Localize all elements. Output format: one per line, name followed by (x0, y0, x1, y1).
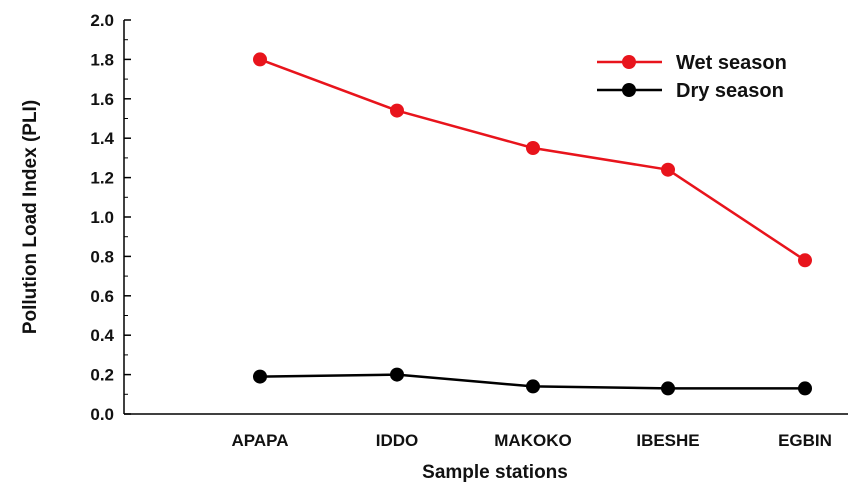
dry-season-point (390, 367, 404, 382)
x-tick-label: IDDO (376, 431, 419, 450)
wet-season-point (253, 52, 267, 67)
y-tick-label: 1.2 (90, 169, 114, 188)
x-tick-label: MAKOKO (494, 431, 571, 450)
x-tick-label: APAPA (232, 431, 289, 450)
y-tick-label: 0.8 (90, 247, 114, 266)
dry-season-point (253, 369, 267, 384)
wet-season-point (390, 103, 404, 118)
y-tick-label: 1.4 (90, 129, 114, 148)
legend-marker-wet-season (622, 55, 636, 69)
dry-season-point (661, 381, 675, 396)
legend-marker-dry-season (622, 83, 636, 97)
y-tick-label: 2.0 (90, 11, 114, 30)
y-tick-label: 1.8 (90, 50, 114, 69)
y-tick-label: 1.6 (90, 90, 114, 109)
y-axis-title: Pollution Load Index (PLI) (20, 100, 41, 334)
x-axis-title: Sample stations (422, 462, 568, 483)
y-tick-label: 1.0 (90, 208, 114, 227)
dry-season-point (798, 381, 812, 396)
legend-label-wet-season: Wet season (676, 52, 787, 74)
wet-season-point (798, 253, 812, 268)
y-tick-label: 0.2 (90, 366, 114, 385)
dry-season-point (526, 379, 540, 394)
wet-season-point (661, 162, 675, 177)
y-tick-label: 0.6 (90, 287, 114, 306)
x-tick-label: EGBIN (778, 431, 832, 450)
x-axis-ticks: APAPA IDDO MAKOKO IBESHE EGBIN (232, 431, 832, 450)
y-tick-label: 0.0 (90, 405, 114, 424)
legend-label-dry-season: Dry season (676, 80, 784, 102)
series-group (253, 52, 812, 396)
y-axis-ticks: 0.0 0.2 0.4 0.6 0.8 1.0 1.2 1.4 1.6 1.8 2.0 (90, 11, 131, 424)
x-tick-label: IBESHE (636, 431, 699, 450)
legend: Wet season Dry season (597, 52, 787, 102)
wet-season-point (526, 141, 540, 155)
y-tick-label: 0.4 (90, 326, 114, 345)
